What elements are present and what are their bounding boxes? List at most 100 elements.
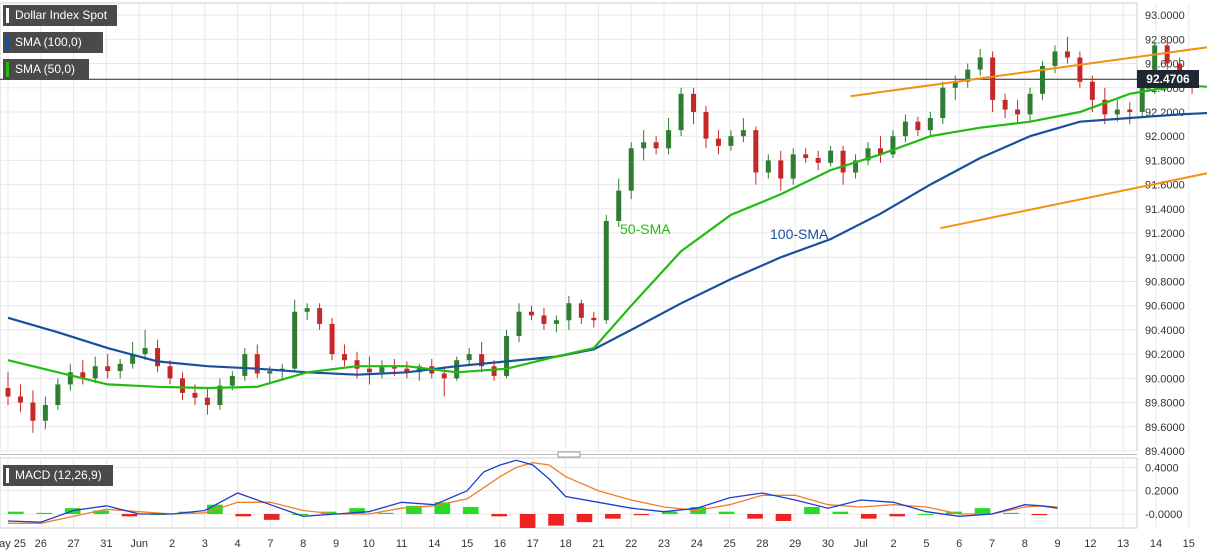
x-tick-label: 7 <box>989 538 995 550</box>
macd-hist-bar-down <box>576 514 593 523</box>
macd-hist-bar-down <box>747 514 763 519</box>
x-tick-label: 3 <box>202 538 208 550</box>
candle-up <box>267 371 273 374</box>
y-tick-label: 89.6000 <box>1145 422 1185 434</box>
x-tick-label: 30 <box>822 538 834 550</box>
candle-down <box>441 373 447 379</box>
y-tick-label: 90.8000 <box>1145 276 1185 288</box>
candle-down <box>591 317 597 321</box>
candle-down <box>391 366 397 369</box>
candle-up <box>454 360 460 379</box>
candle-up <box>616 190 622 221</box>
macd-hist-bar-up <box>462 507 479 514</box>
macd-label[interactable]: MACD (12,26,9) <box>3 465 113 486</box>
candle-up <box>940 87 946 119</box>
macd-hist-bar-down <box>519 514 536 528</box>
macd-pane <box>0 457 1138 529</box>
macd-hist-bar-down <box>775 514 792 521</box>
x-tick-label: 9 <box>333 538 339 550</box>
macd-hist-bar-up <box>8 511 24 514</box>
macd-line <box>7 459 1058 523</box>
sma50-swatch <box>6 62 9 77</box>
candle-up <box>516 311 522 336</box>
candle-up <box>217 385 223 405</box>
macd-y-tick-label: -0.0000 <box>1145 509 1182 521</box>
x-tick-label: 2 <box>891 538 897 550</box>
candle-up <box>790 154 796 179</box>
candle-down <box>703 111 709 139</box>
x-tick-label: 25 <box>723 538 735 550</box>
macd-hist-bar-up <box>377 512 394 514</box>
legend-sma100-label: SMA (100,0) <box>15 35 82 49</box>
candle-down <box>1077 57 1083 82</box>
x-tick-label: 31 <box>100 538 112 550</box>
legend-sma50[interactable]: SMA (50,0) <box>3 59 89 80</box>
y-tick-label: 91.8000 <box>1145 155 1185 167</box>
candle-down <box>192 392 198 398</box>
candle-up <box>292 311 298 369</box>
macd-hist-bar-up <box>93 510 109 514</box>
trendline <box>940 172 1207 230</box>
chart-title: Dollar Index Spot <box>15 8 108 22</box>
macd-hist-bar-down <box>1031 514 1048 516</box>
x-tick-label: 2 <box>169 538 175 550</box>
sma100-line <box>7 111 1207 376</box>
macd-hist-bar-down <box>548 514 564 526</box>
candle-down <box>541 315 547 324</box>
macd-hist-bar-up <box>917 514 934 515</box>
candle-up <box>117 363 123 372</box>
candle-up <box>504 335 510 376</box>
macd-hist-bar-down <box>235 514 252 517</box>
candle-down <box>366 368 372 373</box>
x-tick-label: Jun <box>130 538 148 550</box>
x-tick-label: 21 <box>592 538 604 550</box>
candle-down <box>578 303 584 318</box>
x-tick-label: 29 <box>789 538 801 550</box>
candle-down <box>803 154 809 158</box>
macd-hist-bar-up <box>349 508 365 514</box>
x-tick-label: 15 <box>461 538 473 550</box>
candle-up <box>142 348 148 355</box>
candle-up <box>229 375 235 386</box>
candle-down <box>753 130 759 173</box>
title-swatch <box>6 8 9 23</box>
candle-down <box>30 402 36 421</box>
x-tick-label: 22 <box>625 538 637 550</box>
candle-down <box>17 396 23 403</box>
y-tick-label: 89.4000 <box>1145 446 1185 458</box>
y-tick-label: 92.8000 <box>1145 34 1185 46</box>
candle-up <box>828 150 834 163</box>
macd-y-tick-label: 0.2000 <box>1145 486 1179 498</box>
candle-up <box>853 160 859 173</box>
x-tick-label: 27 <box>67 538 79 550</box>
candle-up <box>641 142 647 149</box>
annotation-100-sma: 100-SMA <box>770 226 829 242</box>
candle-down <box>1089 81 1095 100</box>
candle-down <box>691 93 697 112</box>
candle-up <box>304 308 310 312</box>
candle-down <box>155 348 161 367</box>
macd-hist-bar-up <box>434 502 451 514</box>
candle-up <box>130 354 136 364</box>
candle-up <box>728 136 734 146</box>
candle-up <box>628 148 634 191</box>
candle-down <box>990 57 996 100</box>
candle-down <box>404 368 410 373</box>
x-tick-label: 24 <box>691 538 703 550</box>
macd-hist-bar-down <box>860 514 877 519</box>
candle-up <box>1040 65 1046 94</box>
candle-down <box>653 142 659 149</box>
legend-sma100[interactable]: SMA (100,0) <box>3 32 103 53</box>
macd-hist-bar-up <box>974 508 991 514</box>
candle-down <box>204 397 210 405</box>
y-tick-label: 89.8000 <box>1145 398 1185 410</box>
x-tick-label: 6 <box>956 538 962 550</box>
candle-up <box>242 354 248 376</box>
chart-title-label: Dollar Index Spot <box>3 5 117 26</box>
y-tick-label: 92.0000 <box>1145 131 1185 143</box>
candle-down <box>80 372 86 379</box>
macd-hist-bar-down <box>491 514 507 517</box>
candle-up <box>1152 45 1158 88</box>
candle-down <box>815 157 821 163</box>
